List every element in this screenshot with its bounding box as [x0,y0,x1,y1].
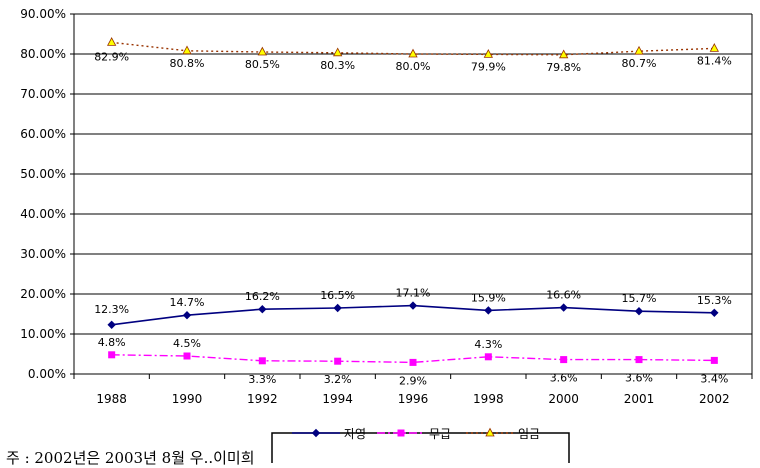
y-tick-label: 40.00% [20,207,66,221]
data-label: 3.4% [700,372,728,385]
data-label: 4.5% [173,337,201,350]
data-label: 16.2% [245,290,280,303]
data-point [559,303,568,312]
y-tick-label: 60.00% [20,127,66,141]
data-point [559,49,569,59]
x-tick-label: 2001 [624,392,655,406]
legend-box [271,432,570,463]
data-point [334,357,342,365]
data-point [485,427,495,437]
data-point [257,46,268,56]
y-tick-label: 80.00% [20,47,66,61]
footnote: 주 : 2002년은 2003년 8월 우..이미희 [6,449,255,467]
x-tick-label: 1996 [398,392,429,406]
data-label: 80.8% [170,57,205,70]
data-label: 15.9% [471,291,506,304]
data-point [397,429,405,437]
data-label: 80.0% [396,60,431,73]
y-tick-label: 90.00% [20,7,66,21]
data-label: 82.9% [94,50,129,63]
data-point [710,356,718,364]
x-tick-label: 2002 [699,392,730,406]
data-point [634,45,644,55]
data-point [634,306,644,316]
data-point [106,37,117,46]
legend-label: 무급 [429,427,451,441]
data-label: 4.3% [474,338,502,351]
series-line-2 [111,354,715,364]
data-label: 15.7% [622,292,657,305]
data-point [182,45,192,55]
series-markers [106,37,719,366]
data-label: 81.4% [697,54,732,67]
data-point [635,356,643,364]
data-label: 80.3% [320,59,355,72]
legend-label: 임금 [518,427,540,441]
data-point [483,49,494,58]
y-tick-label: 20.00% [20,287,66,301]
data-point [333,303,342,313]
y-axis: 0.00% 10.00% 20.00% 30.00% 40.00% 50.00% 60.00… [20,7,753,381]
data-point [108,351,116,359]
data-label: 16.6% [546,289,581,302]
data-point [710,308,719,318]
data-point [182,310,192,320]
x-tick-label: 1998 [473,392,504,406]
legend-label: 자영 [344,427,366,441]
y-tick-label: 0.00% [28,367,66,381]
data-label: 15.3% [697,294,732,307]
gridlines [74,13,752,335]
data-point [408,48,418,58]
data-label: 80.7% [622,57,657,70]
data-label: 17.1% [396,287,431,300]
series-lines [111,41,715,364]
data-label: 3.2% [324,373,352,386]
x-tick-label: 1994 [322,392,353,406]
data-point [107,320,116,330]
data-label: 12.3% [94,303,129,316]
data-point [484,306,493,315]
data-label: 79.9% [471,60,506,73]
data-label: 14.7% [170,296,205,309]
x-tick-label: 1990 [172,392,203,406]
data-point [258,304,267,314]
data-point [183,352,191,360]
data-point [484,353,492,361]
data-label: 16.5% [320,289,355,302]
data-label: 4.8% [98,336,126,349]
data-label: 79.8% [546,61,581,74]
legend: 자영 무급 임금 [271,427,570,463]
y-tick-label: 70.00% [20,87,66,101]
x-tick-label: 1992 [247,392,278,406]
y-tick-label: 30.00% [20,247,66,261]
data-point [311,428,321,438]
data-label: 3.6% [625,372,653,385]
data-point [258,357,266,365]
data-label: 3.3% [248,373,276,386]
data-point [709,43,719,52]
data-point [332,47,343,57]
data-point [560,356,568,364]
data-point [409,358,417,366]
y-tick-label: 10.00% [20,327,66,341]
x-tick-label: 2000 [548,392,579,406]
data-label: 2.9% [399,374,427,387]
y-tick-label: 50.00% [20,167,66,181]
x-axis: 1988 1990 1992 1994 1996 1998 2000 2001 2002 [73,373,753,406]
data-labels: 12.3% 14.7% 16.2% 16.5% 17.1% 15.9% 16.6% 15.7%… [94,50,732,387]
x-tick-label: 1988 [96,392,127,406]
data-label: 3.6% [550,372,578,385]
data-label: 80.5% [245,58,280,71]
data-point [408,301,418,310]
